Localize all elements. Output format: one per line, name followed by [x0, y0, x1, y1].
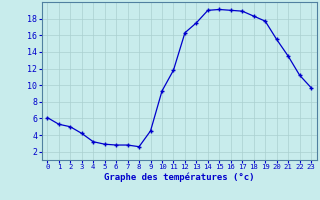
- X-axis label: Graphe des températures (°c): Graphe des températures (°c): [104, 173, 254, 182]
